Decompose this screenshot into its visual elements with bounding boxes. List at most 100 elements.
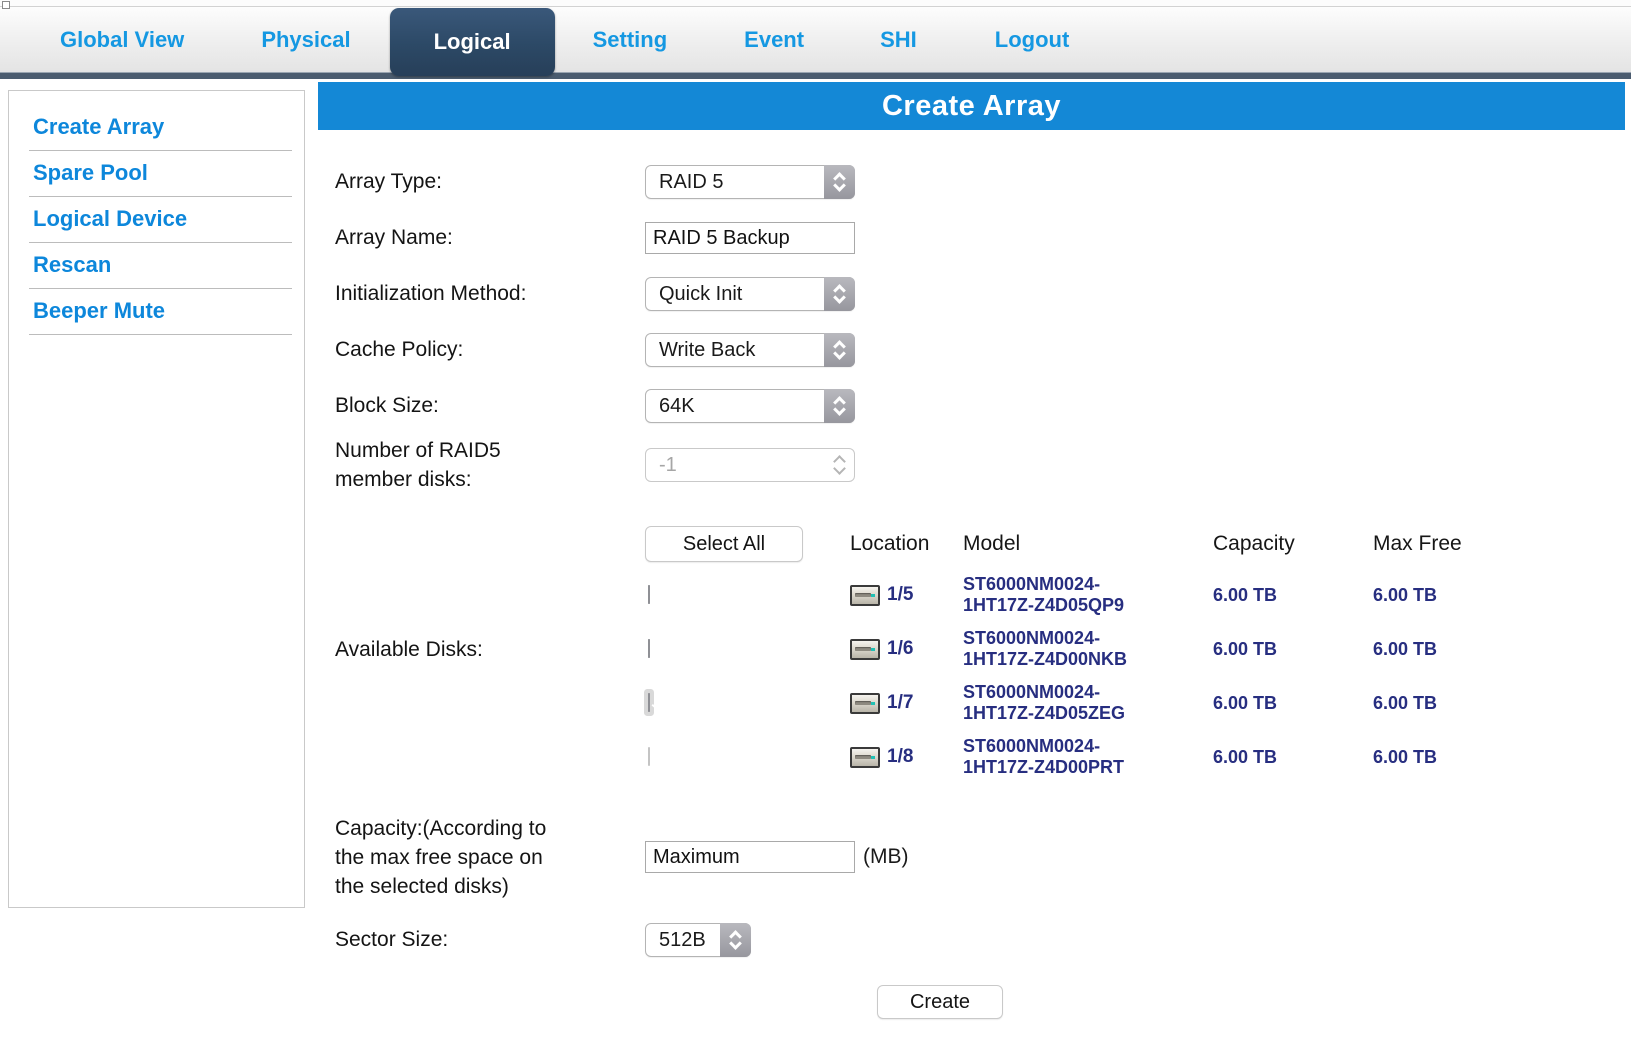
sidebar-item-logical-device[interactable]: Logical Device — [9, 197, 304, 232]
disk-model: ST6000NM0024- 1HT17Z-Z4D00NKB — [963, 628, 1128, 669]
array-type-value: RAID 5 — [659, 170, 724, 193]
init-method-select[interactable]: Quick Init — [645, 277, 855, 311]
form-row-member-disks: Number of RAID5 member disks: -1 — [318, 434, 1625, 496]
page-title: Create Array — [318, 82, 1625, 130]
disk-model: ST6000NM0024- 1HT17Z-Z4D05ZEG — [963, 682, 1126, 723]
disk-model: ST6000NM0024- 1HT17Z-Z4D05QP9 — [963, 574, 1125, 615]
disk-max-free: 6.00 TB — [1373, 692, 1438, 713]
tab-event[interactable]: Event — [744, 26, 805, 52]
array-name-input[interactable] — [645, 222, 855, 254]
chevron-up-down-icon — [824, 165, 855, 199]
form-row-array-type: Array Type: RAID 5 — [318, 154, 1625, 210]
disk-location: 1/6 — [887, 638, 914, 659]
chevron-up-down-icon — [824, 277, 855, 311]
sidebar-link-create-array[interactable]: Create Array — [33, 114, 165, 139]
disk-location: 1/8 — [887, 746, 914, 767]
disk-capacity: 6.00 TB — [1213, 692, 1278, 713]
sidebar-link-rescan[interactable]: Rescan — [33, 252, 112, 277]
disk-table: Select All Location Model Capacity Max F… — [645, 524, 1513, 784]
column-header-model: Model — [963, 532, 1021, 555]
main-panel: Create Array Array Type: RAID 5 Array Na… — [318, 82, 1625, 1019]
sidebar-link-logical-device[interactable]: Logical Device — [33, 206, 188, 231]
tab-shi[interactable]: SHI — [880, 26, 917, 52]
form-row-array-name: Array Name: — [318, 210, 1625, 266]
create-button[interactable]: Create — [877, 985, 1003, 1019]
disk-table-header: Select All Location Model Capacity Max F… — [645, 524, 1513, 564]
chevron-up-down-icon — [824, 333, 855, 367]
disk-model: ST6000NM0024- 1HT17Z-Z4D00PRT — [963, 736, 1125, 777]
select-all-button[interactable]: Select All — [645, 526, 803, 562]
array-type-select[interactable]: RAID 5 — [645, 165, 855, 199]
cache-policy-value: Write Back — [659, 338, 756, 361]
disk-row: 1/8 ST6000NM0024- 1HT17Z-Z4D00PRT 6.00 T… — [645, 730, 1513, 784]
tab-setting[interactable]: Setting — [592, 26, 668, 52]
sidebar-item-beeper-mute[interactable]: Beeper Mute — [9, 289, 304, 324]
tab-logout[interactable]: Logout — [994, 26, 1070, 52]
sector-size-value: 512B — [659, 928, 706, 951]
sidebar-item-spare-pool[interactable]: Spare Pool — [9, 151, 304, 186]
disk-checkbox[interactable] — [648, 747, 650, 766]
member-disks-value: -1 — [659, 453, 677, 476]
disk-drive-icon — [850, 692, 880, 714]
disk-row: 1/7 ST6000NM0024- 1HT17Z-Z4D05ZEG 6.00 T… — [645, 676, 1513, 730]
array-type-label: Array Type: — [335, 170, 442, 193]
disk-drive-icon — [850, 584, 880, 606]
member-disks-label: Number of RAID5 member disks: — [335, 439, 501, 491]
disk-row: 1/6 ST6000NM0024- 1HT17Z-Z4D00NKB 6.00 T… — [645, 622, 1513, 676]
init-method-value: Quick Init — [659, 282, 743, 305]
sidebar-divider — [29, 196, 292, 197]
disk-checkbox[interactable] — [648, 639, 650, 658]
disk-capacity: 6.00 TB — [1213, 584, 1278, 605]
sidebar-item-rescan[interactable]: Rescan — [9, 243, 304, 278]
block-size-value: 64K — [659, 394, 695, 417]
block-size-select[interactable]: 64K — [645, 389, 855, 423]
column-header-capacity: Capacity — [1213, 532, 1295, 555]
available-disks-section: Available Disks: Select All Location Mod… — [318, 524, 1625, 784]
sidebar-divider — [29, 288, 292, 289]
sidebar-item-create-array[interactable]: Create Array — [9, 105, 304, 140]
disk-capacity: 6.00 TB — [1213, 746, 1278, 767]
sidebar-divider — [29, 150, 292, 151]
available-disks-label: Available Disks: — [335, 638, 483, 661]
sidebar: Create Array Spare Pool Logical Device R… — [8, 90, 305, 908]
block-size-label: Block Size: — [335, 394, 439, 417]
form-row-sector-size: Sector Size: 512B — [318, 921, 1625, 959]
capacity-unit: (MB) — [863, 845, 909, 868]
form-row-capacity: Capacity:(According to the max free spac… — [318, 811, 1625, 903]
form-row-block-size: Block Size: 64K — [318, 378, 1625, 434]
form-row-create: Create — [318, 985, 1625, 1019]
init-method-label: Initialization Method: — [335, 282, 527, 305]
tab-logical[interactable]: Logical — [389, 7, 555, 76]
disk-max-free: 6.00 TB — [1373, 584, 1438, 605]
sidebar-divider — [29, 334, 292, 335]
disk-location: 1/7 — [887, 692, 914, 713]
member-disks-select: -1 — [645, 448, 855, 482]
column-header-max-free: Max Free — [1373, 532, 1462, 555]
main-nav: Global View Physical Logical Setting Eve… — [0, 7, 1631, 76]
cache-policy-select[interactable]: Write Back — [645, 333, 855, 367]
form-row-cache-policy: Cache Policy: Write Back — [318, 322, 1625, 378]
sector-size-select[interactable]: 512B — [645, 923, 751, 957]
sidebar-link-spare-pool[interactable]: Spare Pool — [33, 160, 148, 185]
sidebar-divider — [29, 242, 292, 243]
placeholder-icon — [2, 1, 10, 9]
chevron-up-down-icon — [824, 389, 855, 423]
disk-checkbox[interactable] — [648, 585, 650, 604]
capacity-input[interactable] — [645, 841, 855, 873]
nav-underline — [0, 72, 1631, 79]
disk-max-free: 6.00 TB — [1373, 638, 1438, 659]
disk-checkbox[interactable] — [648, 693, 650, 712]
disk-row: 1/5 ST6000NM0024- 1HT17Z-Z4D05QP9 6.00 T… — [645, 568, 1513, 622]
disk-max-free: 6.00 TB — [1373, 746, 1438, 767]
form-row-init-method: Initialization Method: Quick Init — [318, 266, 1625, 322]
sidebar-link-beeper-mute[interactable]: Beeper Mute — [33, 298, 166, 323]
cache-policy-label: Cache Policy: — [335, 338, 464, 361]
chevron-up-down-icon — [720, 923, 751, 957]
tab-global-view[interactable]: Global View — [60, 26, 185, 52]
tab-physical[interactable]: Physical — [261, 26, 351, 52]
top-strip — [0, 0, 1631, 7]
capacity-label: Capacity:(According to the max free spac… — [335, 816, 547, 898]
disk-drive-icon — [850, 746, 880, 768]
disk-drive-icon — [850, 638, 880, 660]
disk-capacity: 6.00 TB — [1213, 638, 1278, 659]
